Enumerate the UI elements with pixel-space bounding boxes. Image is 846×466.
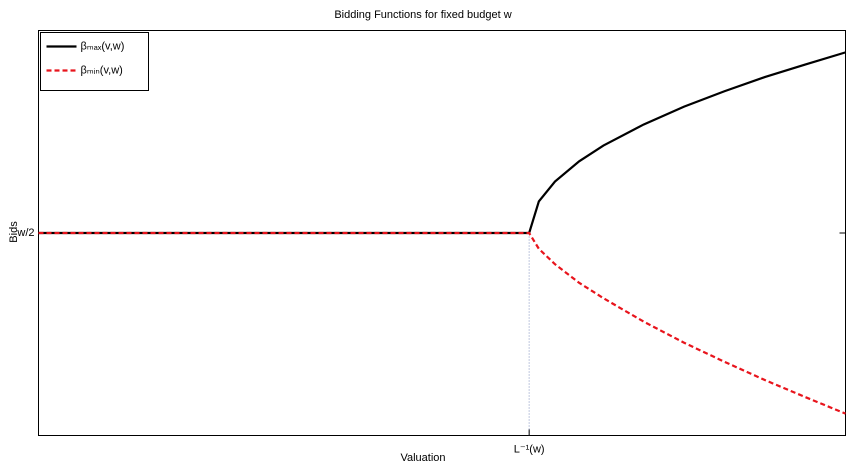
- legend-label: βₘₐₓ(v,w): [81, 40, 125, 52]
- x-axis-label: Valuation: [400, 452, 445, 464]
- y-tick-label: w/2: [16, 227, 34, 239]
- legend-box: [40, 32, 149, 91]
- line-series: [38, 231, 846, 415]
- line-series: [38, 51, 846, 235]
- y-axis-label: Bids: [8, 221, 20, 243]
- legend-label: βₘᵢₙ(v,w): [81, 64, 123, 76]
- chart-title: Bidding Functions for fixed budget w: [334, 9, 511, 21]
- x-tick-label: L⁻¹(w): [514, 443, 545, 455]
